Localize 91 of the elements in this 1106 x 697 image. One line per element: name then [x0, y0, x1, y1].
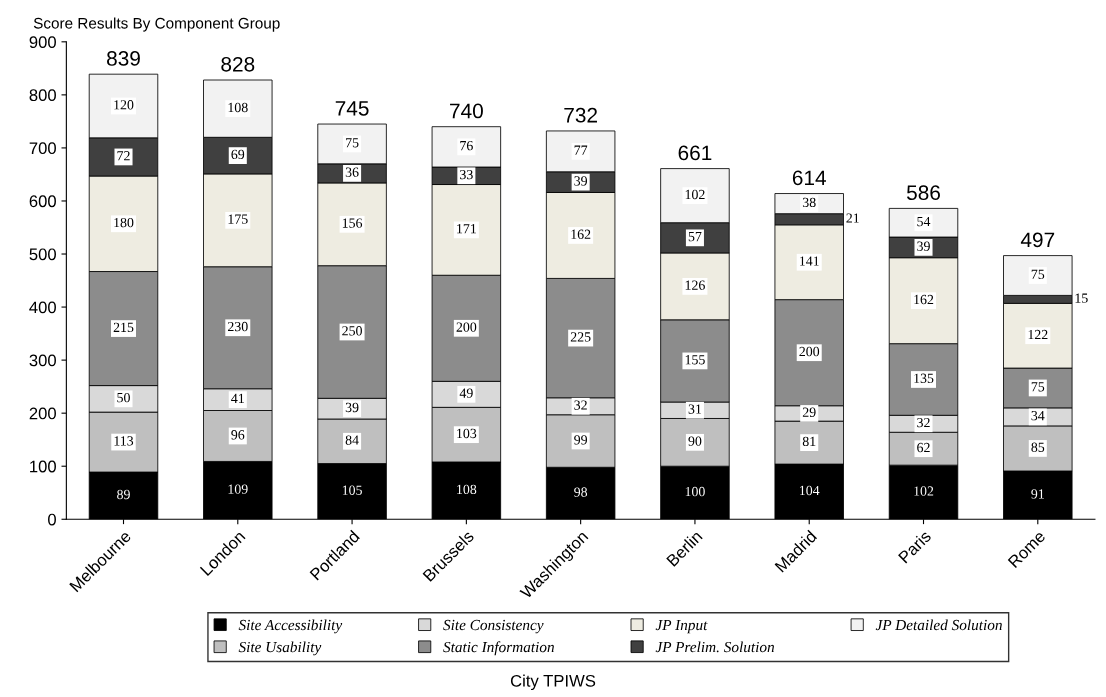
data-label: 39 [345, 402, 359, 413]
data-label: 62 [917, 442, 930, 453]
chart-title: Score Results By Component Group [33, 17, 280, 32]
data-label: 122 [1028, 329, 1048, 340]
data-label: 36 [345, 167, 359, 177]
legend-label: JP Input [655, 619, 708, 634]
data-label: 38 [802, 197, 816, 208]
total-label: 661 [678, 145, 712, 161]
y-tick-label: 800 [29, 89, 56, 102]
data-label: 33 [460, 169, 473, 180]
total-label: 614 [792, 170, 826, 186]
data-label: 77 [574, 145, 588, 155]
data-label: 120 [114, 100, 134, 110]
data-label: 76 [460, 141, 473, 151]
data-label: 171 [457, 224, 476, 234]
data-label: 200 [799, 346, 820, 357]
total-label: 839 [107, 51, 140, 66]
data-label: 15 [1075, 293, 1088, 303]
y-tick-label: 600 [29, 195, 56, 208]
data-label: 230 [227, 321, 248, 332]
total-label: 740 [450, 103, 483, 119]
data-label: 32 [574, 400, 587, 410]
data-label: 84 [345, 435, 359, 445]
total-label: 586 [906, 185, 940, 201]
data-label: 100 [685, 486, 705, 497]
legend-label: Site Consistency [443, 619, 544, 634]
data-label: 54 [917, 216, 931, 227]
data-label: 99 [574, 435, 588, 445]
data-label: 105 [342, 485, 362, 495]
y-tick-label: 500 [29, 248, 56, 261]
data-label: 135 [914, 373, 934, 383]
x-axis-title: City TPIWS [510, 674, 596, 691]
data-label: 104 [800, 485, 820, 496]
data-label: 98 [574, 487, 588, 497]
total-label: 828 [221, 56, 255, 72]
data-label: 29 [802, 407, 816, 417]
total-label: 497 [1020, 232, 1055, 248]
data-label: 75 [346, 138, 359, 148]
data-label: 102 [914, 486, 934, 496]
data-label: 57 [688, 232, 702, 242]
data-label: 21 [846, 213, 859, 223]
data-label: 108 [228, 102, 248, 113]
y-tick-label: 400 [29, 301, 56, 314]
data-label: 89 [117, 489, 130, 500]
data-label: 180 [114, 217, 134, 228]
data-label: 31 [688, 404, 702, 414]
data-label: 162 [571, 229, 591, 239]
data-label: 108 [457, 484, 477, 495]
data-label: 39 [574, 176, 588, 186]
data-label: 103 [457, 428, 477, 439]
y-tick-label: 100 [30, 460, 56, 473]
data-label: 156 [342, 218, 363, 228]
data-label: 200 [456, 322, 477, 332]
y-tick-label: 200 [29, 407, 56, 420]
legend-label: JP Prelim. Solution [655, 641, 775, 653]
data-label: 69 [231, 149, 245, 160]
data-label: 141 [800, 256, 819, 266]
data-label: 34 [1031, 411, 1045, 421]
legend-label: Static Information [443, 641, 554, 656]
data-label: 72 [117, 151, 130, 161]
y-tick-label: 900 [29, 36, 56, 49]
y-tick-label: 300 [29, 354, 56, 367]
data-label: 81 [802, 436, 816, 447]
data-label: 32 [917, 417, 930, 428]
legend-label: Site Usability [238, 641, 322, 656]
data-label: 225 [570, 332, 591, 342]
data-label: 126 [685, 280, 705, 290]
data-label: 90 [688, 436, 702, 446]
data-label: 41 [231, 393, 244, 403]
data-label: 155 [685, 355, 705, 365]
data-label: 91 [1031, 489, 1044, 499]
total-label: 745 [335, 101, 369, 116]
data-label: 162 [914, 294, 934, 305]
data-label: 85 [1031, 442, 1045, 452]
y-tick-label: 700 [29, 142, 56, 155]
data-label: 102 [685, 189, 705, 200]
y-tick-label: 0 [48, 513, 56, 526]
total-label: 732 [564, 107, 597, 123]
data-label: 75 [1031, 269, 1045, 279]
data-label: 215 [113, 322, 134, 333]
data-label: 39 [917, 241, 930, 251]
data-label: 250 [342, 326, 362, 336]
data-label: 50 [117, 392, 130, 403]
data-label: 75 [1031, 382, 1045, 392]
data-label: 49 [459, 388, 473, 398]
data-label: 96 [231, 430, 245, 440]
legend-label: JP Detailed Solution [875, 619, 1002, 631]
legend-label: Site Accessibility [238, 619, 343, 634]
data-label: 113 [114, 436, 134, 446]
data-label: 109 [228, 484, 248, 494]
data-label: 175 [228, 214, 248, 224]
